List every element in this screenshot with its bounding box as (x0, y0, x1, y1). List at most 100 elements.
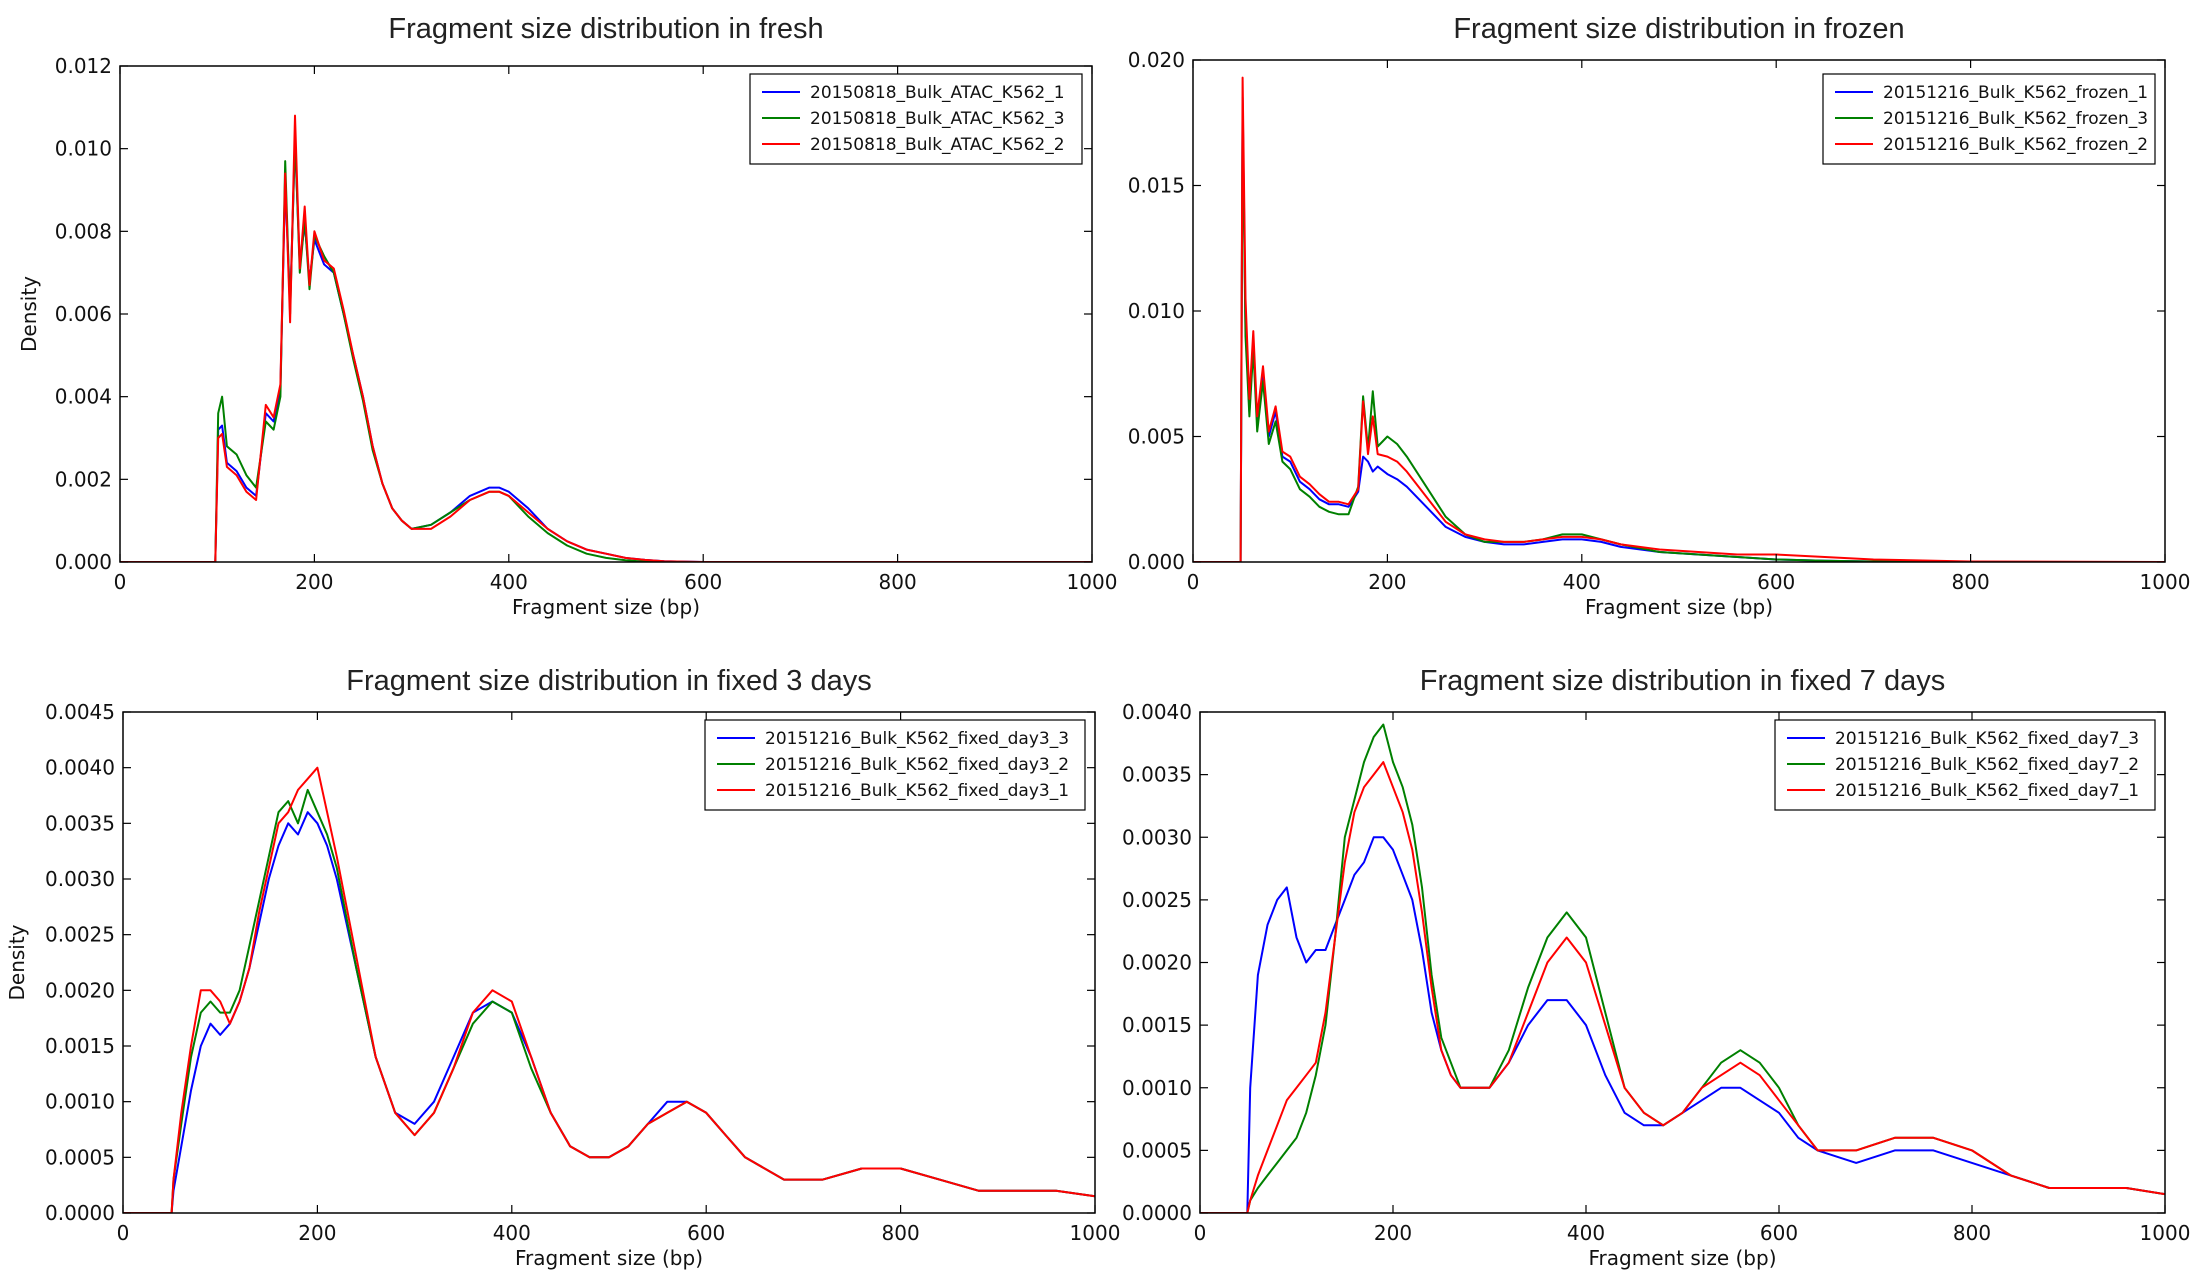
legend-entry: 20151216_Bulk_K562_fixed_day3_3 (765, 729, 1069, 749)
y-tick-label: 0.0040 (45, 756, 115, 780)
x-tick-label: 800 (879, 570, 917, 594)
series-line-2 (1193, 109, 2165, 562)
x-tick-label: 200 (1374, 1221, 1412, 1245)
x-tick-label: 1000 (1070, 1221, 1121, 1245)
legend: 20151216_Bulk_K562_fixed_day7_3 20151216_… (1774, 719, 2156, 811)
x-tick-label: 0 (1194, 1221, 1207, 1245)
y-tick-label: 0.006 (55, 302, 112, 326)
y-tick-label: 0.0030 (45, 867, 115, 891)
x-tick-label: 0 (117, 1221, 130, 1245)
legend-box (704, 719, 1086, 811)
legend-entry: 20150818_Bulk_ATAC_K562_3 (810, 109, 1065, 129)
series-line-2 (123, 788, 1095, 1213)
x-tick-label: 0 (114, 570, 127, 594)
y-tick-label: 0.0035 (1122, 763, 1192, 787)
legend-entry: 20150818_Bulk_ATAC_K562_1 (810, 83, 1065, 103)
legend-entry: 20151216_Bulk_K562_fixed_day7_1 (1835, 781, 2139, 801)
panel-fixed-3-days: Fragment size distribution in fixed 3 da… (5, 665, 1120, 1270)
x-tick-label: 400 (1567, 1221, 1605, 1245)
y-tick-label: 0.0020 (45, 978, 115, 1002)
y-tick-label: 0.0025 (1122, 888, 1192, 912)
legend-entry: 20151216_Bulk_K562_frozen_3 (1883, 109, 2148, 129)
y-tick-label: 0.010 (1128, 299, 1185, 323)
series-line-2 (120, 135, 1092, 562)
legend-entry: 20150818_Bulk_ATAC_K562_2 (810, 135, 1065, 155)
y-tick-label: 0.008 (55, 219, 112, 243)
x-tick-label: 800 (882, 1221, 920, 1245)
y-tick-label: 0.002 (55, 467, 112, 491)
chart-title: Fragment size distribution in fixed 7 da… (1420, 665, 1945, 697)
y-tick-label: 0.004 (55, 385, 112, 409)
y-tick-label: 0.010 (55, 137, 112, 161)
legend-entry: 20151216_Bulk_K562_fixed_day3_2 (765, 755, 1069, 775)
x-tick-label: 200 (298, 1221, 336, 1245)
x-axis-label: Fragment size (bp) (512, 595, 700, 619)
y-tick-label: 0.0000 (45, 1201, 115, 1225)
series-line-3 (120, 114, 1092, 562)
y-tick-label: 0.005 (1128, 425, 1185, 449)
y-tick-label: 0.0040 (1122, 700, 1192, 724)
y-tick-label: 0.015 (1128, 174, 1185, 198)
y-tick-label: 0.0005 (1122, 1138, 1192, 1162)
series-line-1 (1193, 96, 2165, 562)
y-tick-label: 0.0015 (45, 1034, 115, 1058)
x-axis-label: Fragment size (bp) (1588, 1246, 1776, 1270)
panel-frozen: Fragment size distribution in frozen Fra… (1128, 13, 2191, 619)
x-tick-label: 1000 (2140, 570, 2191, 594)
legend-box (1822, 73, 2156, 165)
y-axis-label: Density (5, 924, 29, 1000)
legend-entry: 20151216_Bulk_K562_fixed_day7_2 (1835, 755, 2139, 775)
x-axis-label: Fragment size (bp) (1585, 595, 1773, 619)
x-tick-label: 1000 (1067, 570, 1118, 594)
y-tick-label: 0.012 (55, 54, 112, 78)
plot-area (120, 114, 1092, 562)
legend-box (749, 73, 1083, 165)
axes-frame (122, 711, 1096, 1214)
x-tick-label: 600 (1757, 570, 1795, 594)
legend: 20151216_Bulk_K562_fixed_day3_3 20151216_… (704, 719, 1086, 811)
y-tick-label: 0.000 (1128, 550, 1185, 574)
x-tick-label: 200 (295, 570, 333, 594)
series-line-3 (123, 766, 1095, 1213)
plot-area (1193, 76, 2165, 562)
y-tick-label: 0.0045 (45, 700, 115, 724)
chart-title: Fragment size distribution in fresh (388, 13, 823, 45)
x-tick-label: 400 (1563, 570, 1601, 594)
y-tick-label: 0.0010 (1122, 1076, 1192, 1100)
plot-area (1200, 723, 2165, 1213)
legend-entry: 20151216_Bulk_K562_frozen_2 (1883, 135, 2148, 155)
x-tick-label: 400 (490, 570, 528, 594)
x-tick-label: 0 (1187, 570, 1200, 594)
series-line-3 (1193, 76, 2165, 562)
legend-entry: 20151216_Bulk_K562_frozen_1 (1883, 83, 2148, 103)
x-tick-label: 400 (493, 1221, 531, 1245)
y-tick-label: 0.0015 (1122, 1013, 1192, 1037)
x-tick-label: 1000 (2140, 1221, 2191, 1245)
y-tick-label: 0.0030 (1122, 825, 1192, 849)
panel-fixed-7-days: Fragment size distribution in fixed 7 da… (1122, 665, 2190, 1270)
x-tick-label: 800 (1953, 1221, 1991, 1245)
y-tick-label: 0.0020 (1122, 951, 1192, 975)
x-tick-label: 600 (687, 1221, 725, 1245)
legend-entry: 20151216_Bulk_K562_fixed_day7_3 (1835, 729, 2139, 749)
y-tick-label: 0.000 (55, 550, 112, 574)
plot-area (123, 766, 1095, 1213)
y-axis-label: Density (17, 276, 41, 352)
series-line-1 (120, 139, 1092, 562)
chart-title: Fragment size distribution in fixed 3 da… (346, 665, 871, 697)
x-tick-label: 600 (684, 570, 722, 594)
y-tick-label: 0.0035 (45, 811, 115, 835)
legend-entry: 20151216_Bulk_K562_fixed_day3_1 (765, 781, 1069, 801)
x-tick-label: 600 (1760, 1221, 1798, 1245)
y-tick-label: 0.0005 (45, 1145, 115, 1169)
y-tick-label: 0.0010 (45, 1090, 115, 1114)
y-tick-label: 0.0025 (45, 923, 115, 947)
y-tick-label: 0.020 (1128, 48, 1185, 72)
panel-fresh: Fragment size distribution in fresh Frag… (17, 13, 1117, 619)
series-line-1 (1200, 836, 2165, 1213)
y-tick-label: 0.0000 (1122, 1201, 1192, 1225)
legend-box (1774, 719, 2156, 811)
legend: 20151216_Bulk_K562_frozen_1 20151216_Bulk… (1822, 73, 2156, 165)
chart-title: Fragment size distribution in frozen (1453, 13, 1904, 45)
